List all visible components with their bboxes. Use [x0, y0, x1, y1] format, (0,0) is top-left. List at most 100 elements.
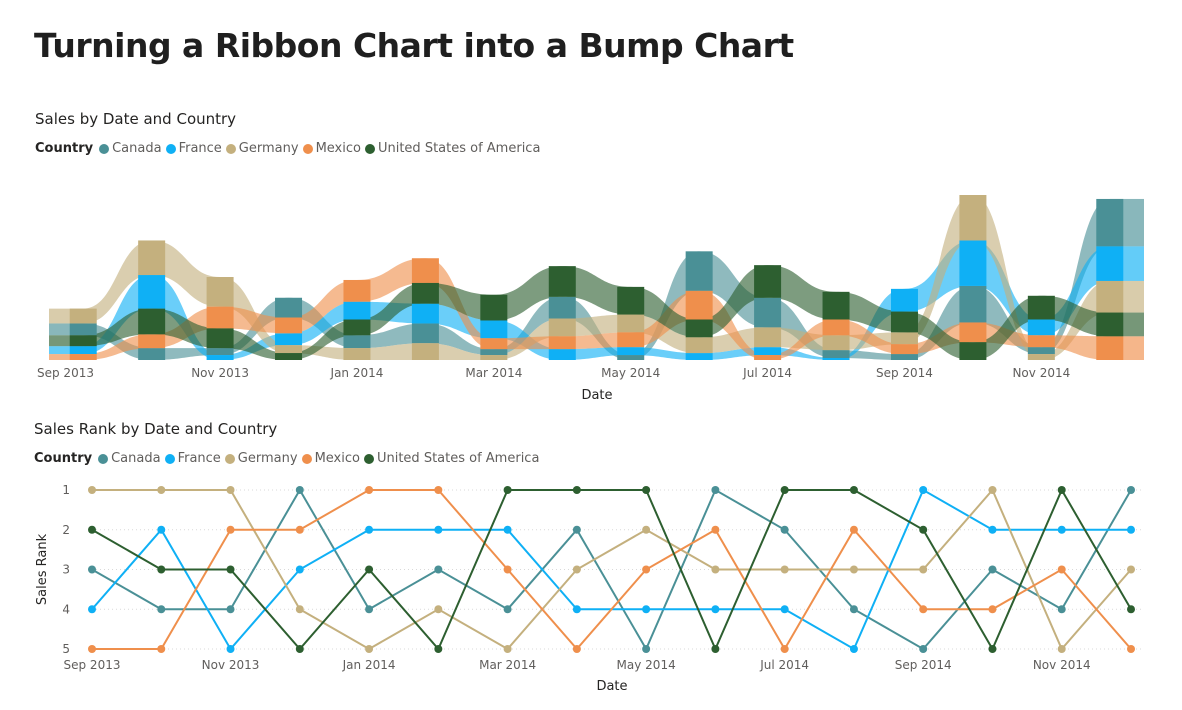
bar-mexico	[617, 332, 645, 348]
legend-item-germany[interactable]: Germany	[224, 451, 298, 466]
legend-dot	[301, 453, 312, 464]
bar-united-states-of-america	[754, 265, 782, 298]
data-point	[919, 645, 928, 653]
ribbon-chart[interactable]: Sep 2013 Nov 2013 Jan 2014 Mar 2014 May 2014…	[0, 160, 1182, 405]
series-line	[92, 488, 1132, 651]
ribbon-germany	[288, 345, 357, 360]
bar-canada	[754, 297, 782, 328]
x-axis: Sep 2013 Nov 2013 Jan 2014 Mar 2014 May 2014…	[37, 366, 1070, 403]
bar-united-states-of-america	[69, 335, 97, 347]
ribbon-france	[425, 303, 494, 339]
legend-dot	[363, 453, 374, 464]
data-point	[711, 486, 720, 494]
ribbon-mexico	[836, 319, 905, 355]
data-point	[1057, 645, 1066, 653]
ribbon-united-states-of-america	[49, 335, 84, 347]
ribbon-canada	[767, 297, 837, 359]
bar-germany	[890, 332, 918, 345]
data-point	[1127, 486, 1135, 494]
bar-united-states-of-america	[206, 328, 234, 349]
ribbon-united-states-of-america	[836, 291, 905, 333]
series-germany	[88, 486, 1135, 653]
legend-item-mexico[interactable]: Mexico	[302, 141, 361, 156]
data-point	[365, 486, 374, 494]
legend-item-france[interactable]: France	[164, 451, 221, 466]
data-point	[849, 486, 858, 494]
ribbon-germany	[562, 314, 631, 337]
data-point	[295, 525, 304, 534]
legend-item-germany[interactable]: Germany	[225, 141, 299, 156]
legend-item-usa[interactable]: United States of America	[364, 141, 540, 156]
series-canada	[88, 486, 1135, 653]
data-point	[919, 565, 928, 574]
bar-germany	[959, 195, 987, 241]
bar-france	[822, 358, 850, 360]
legend-item-canada[interactable]: Canada	[98, 451, 161, 466]
bar-mexico	[548, 336, 576, 350]
data-point	[919, 525, 928, 534]
bar-united-states-of-america	[959, 342, 987, 360]
ribbon-germany	[425, 343, 494, 360]
legend-item-france[interactable]: France	[165, 141, 222, 156]
legend-item-mexico[interactable]: Mexico	[301, 451, 360, 466]
data-point	[780, 486, 789, 494]
ribbon-chart-legend[interactable]: Country Canada France Germany Mexico Uni…	[35, 141, 544, 156]
bar-germany	[69, 308, 97, 324]
ribbon-united-states-of-america	[83, 308, 152, 347]
bar-germany	[685, 337, 713, 354]
data-point	[849, 525, 858, 534]
bar-mexico	[138, 334, 166, 349]
bar-france	[890, 288, 918, 312]
series-line	[91, 487, 1132, 652]
bar-germany	[754, 327, 782, 348]
bar-mexico	[890, 344, 918, 355]
rank-chart-legend[interactable]: Country Canada France Germany Mexico Uni…	[34, 451, 543, 466]
data-point	[434, 565, 443, 574]
data-point	[642, 486, 651, 494]
rank-line-chart[interactable]: 1 2 3 4 5 Sales Rank Sep 2013 Nov 2013 Jan 2014 M…	[0, 470, 1182, 705]
bar-france	[206, 355, 234, 360]
bar-france	[685, 353, 713, 360]
data-point	[88, 565, 96, 574]
ribbon-france	[767, 347, 837, 360]
y-tick-label: 4	[62, 602, 70, 616]
ribbon-united-states-of-america	[699, 265, 768, 338]
ribbon-canada	[49, 323, 84, 336]
data-point	[780, 605, 789, 614]
data-point	[88, 645, 96, 653]
series-france	[88, 486, 1135, 653]
x-axis-title: Date	[596, 679, 627, 694]
data-point	[503, 605, 512, 614]
data-point	[1057, 525, 1066, 534]
bar-canada	[138, 348, 166, 360]
bar-canada	[275, 297, 303, 318]
legend-dot	[98, 453, 109, 464]
bar-france	[69, 346, 97, 355]
legend-item-canada[interactable]: Canada	[99, 141, 162, 156]
data-point	[1057, 486, 1066, 494]
bar-united-states-of-america	[685, 319, 713, 338]
ribbon-canada	[904, 285, 973, 360]
data-point	[1127, 525, 1135, 534]
x-axis-title: Date	[581, 388, 612, 403]
data-point	[919, 486, 928, 494]
ribbon-canada	[425, 323, 494, 356]
x-tick-label: Jan 2014	[330, 366, 384, 380]
data-point	[88, 486, 96, 494]
x-tick-label: Sep 2014	[895, 658, 952, 672]
bar-mexico	[959, 322, 987, 343]
x-tick-label: Nov 2013	[202, 658, 260, 672]
x-tick-label: Nov 2014	[1033, 658, 1091, 672]
bar-canada	[617, 355, 645, 360]
bar-united-states-of-america	[138, 308, 166, 335]
ribbon-mexico	[699, 290, 768, 360]
legend-dot	[302, 143, 313, 154]
legend-item-usa[interactable]: United States of America	[363, 451, 539, 466]
bar-germany	[548, 318, 576, 337]
series-line	[91, 488, 1132, 652]
data-point	[988, 605, 997, 614]
bar-canada	[890, 354, 918, 360]
ribbon-germany	[630, 314, 700, 354]
ribbon-united-states-of-america	[904, 311, 973, 360]
data-point	[365, 525, 374, 534]
